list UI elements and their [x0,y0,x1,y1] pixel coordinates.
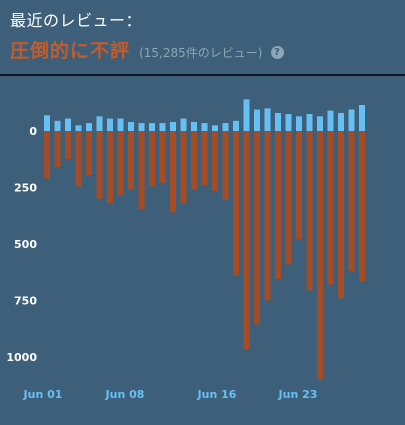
negative-bar[interactable] [96,131,103,199]
y-tick-label: 750 [14,295,37,308]
positive-bar[interactable] [65,118,71,131]
negative-bar[interactable] [180,131,187,204]
negative-bar[interactable] [54,131,61,168]
positive-bar[interactable] [306,114,313,131]
positive-bar[interactable] [359,105,365,131]
negative-bar[interactable] [359,131,365,282]
review-count: (15,285件のレビュー) [139,46,263,60]
negative-bar[interactable] [275,131,281,280]
negative-bar[interactable] [65,131,71,160]
positive-bar[interactable] [117,118,124,131]
positive-bar[interactable] [159,123,166,131]
negative-bar[interactable] [149,131,155,187]
negative-bar[interactable] [212,131,218,191]
positive-bar[interactable] [75,125,82,131]
positive-bar[interactable] [254,109,260,131]
positive-bar[interactable] [191,121,197,131]
positive-bar[interactable] [180,118,187,131]
negative-bar[interactable] [107,131,113,204]
positive-bar[interactable] [348,109,355,131]
x-tick-label: Jun 16 [197,388,237,401]
positive-bar[interactable] [338,112,344,131]
x-tick-label: Jun 23 [278,388,318,401]
positive-bar[interactable] [222,123,229,131]
y-tick-label: 1000 [6,351,37,364]
positive-bar[interactable] [233,120,239,131]
positive-bar[interactable] [243,99,250,131]
negative-bar[interactable] [222,131,229,200]
positive-bar[interactable] [296,116,302,131]
rating-line: 圧倒的に不評 (15,285件のレビュー) ? [10,36,284,63]
negative-bar[interactable] [338,131,344,299]
positive-bar[interactable] [149,123,155,131]
review-histogram-chart: 0 250 500 750 1000 Jun 01 Jun 08 Jun 16 Jun 23 [6,99,365,401]
positive-bar[interactable] [107,118,113,131]
help-icon[interactable]: ? [270,46,284,59]
negative-bar[interactable] [201,131,208,186]
positive-bar[interactable] [44,115,50,131]
negative-bar[interactable] [128,131,134,190]
positive-bar[interactable] [96,116,103,131]
negative-bar[interactable] [75,131,82,187]
negative-bar[interactable] [159,131,166,183]
negative-bar[interactable] [191,131,197,190]
positive-bar[interactable] [128,121,134,131]
negative-bar[interactable] [138,131,145,209]
positive-bar[interactable] [212,125,218,131]
positive-bar[interactable] [138,123,145,131]
negative-bar[interactable] [44,131,50,179]
positive-bar[interactable] [201,123,208,131]
y-tick-label: 0 [29,125,37,138]
negative-bar[interactable] [306,131,313,291]
positive-bar[interactable] [86,123,92,131]
negative-bar[interactable] [348,131,355,272]
negative-bar[interactable] [86,131,92,176]
negative-bar[interactable] [170,131,176,213]
negative-bar[interactable] [327,131,334,285]
positive-bar[interactable] [317,116,323,131]
y-tick-label: 250 [14,182,37,195]
y-tick-label: 500 [14,238,37,251]
positive-bar[interactable] [170,121,176,131]
positive-bar[interactable] [327,110,334,131]
negative-bar[interactable] [254,131,260,325]
negative-bar[interactable] [285,131,292,265]
positive-bar[interactable] [54,120,61,131]
negative-bar[interactable] [243,131,250,350]
positive-bar[interactable] [285,114,292,131]
x-tick-label: Jun 01 [23,388,63,401]
negative-bar[interactable] [117,131,124,196]
negative-bar[interactable] [296,131,302,240]
recent-reviews-title: 最近のレビュー： [10,11,143,30]
negative-bar[interactable] [264,131,271,301]
x-tick-label: Jun 08 [105,388,145,401]
positive-bar[interactable] [275,112,281,131]
negative-bar[interactable] [317,131,323,380]
review-summary-header: 最近のレビュー： 圧倒的に不評 (15,285件のレビュー) ? [0,0,405,76]
divider [0,74,405,76]
rating-summary[interactable]: 圧倒的に不評 [10,40,131,62]
positive-bar[interactable] [264,108,271,131]
negative-bar[interactable] [233,131,239,276]
